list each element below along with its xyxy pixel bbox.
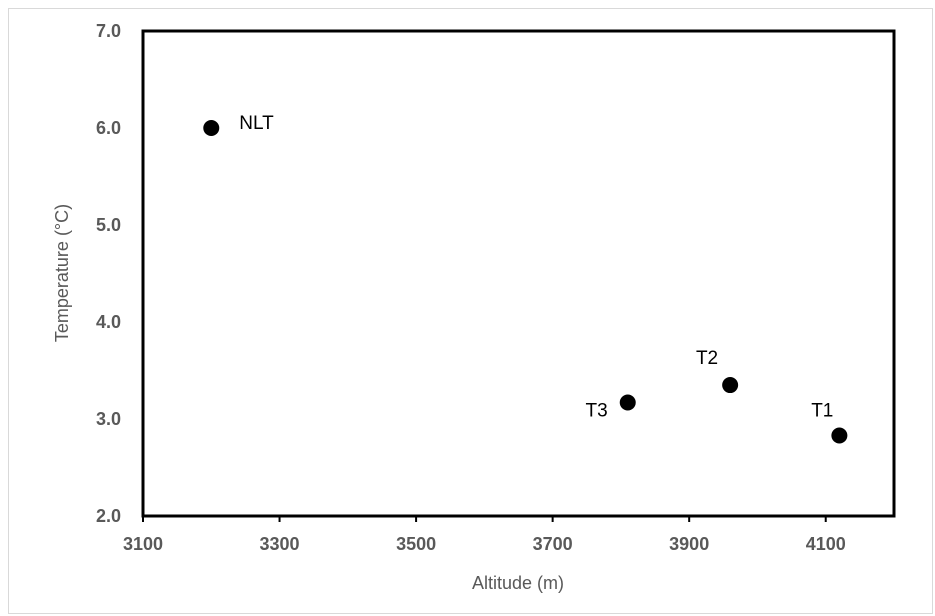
y-tick-label: 2.0 — [96, 506, 121, 526]
plot-area — [141, 29, 896, 518]
data-point-t1 — [831, 427, 848, 444]
x-tick-label: 3700 — [533, 534, 573, 554]
x-tick-label: 3100 — [123, 534, 163, 554]
x-tick-label: 3300 — [260, 534, 300, 554]
y-tick-label: 7.0 — [96, 21, 121, 41]
x-tick-label: 4100 — [806, 534, 846, 554]
data-label-nlt: NLT — [239, 113, 274, 134]
x-tick-label: 3900 — [669, 534, 709, 554]
x-axis-title: Altitude (m) — [472, 573, 564, 593]
y-tick-label: 5.0 — [96, 215, 121, 235]
data-point-nlt — [203, 120, 220, 136]
data-label-t3: T3 — [586, 401, 608, 422]
data-point-t3 — [619, 394, 636, 411]
chart-frame — [8, 8, 933, 614]
x-tick-label: 3500 — [396, 534, 436, 554]
y-axis-title: Temperature (°C) — [52, 204, 72, 342]
y-tick-label: 6.0 — [96, 118, 121, 138]
x-axis-ticks: 3100 3300 3500 3700 3900 4100 — [123, 516, 846, 554]
data-label-t1: T1 — [811, 400, 833, 421]
y-tick-label: 4.0 — [96, 312, 121, 332]
y-tick-label: 3.0 — [96, 409, 121, 429]
data-points: NLT T3 T2 T1 — [203, 113, 848, 444]
data-label-t2: T2 — [696, 348, 718, 369]
y-axis-ticks: 2.0 3.0 4.0 5.0 6.0 7.0 — [96, 21, 121, 526]
data-point-t2 — [722, 377, 739, 394]
